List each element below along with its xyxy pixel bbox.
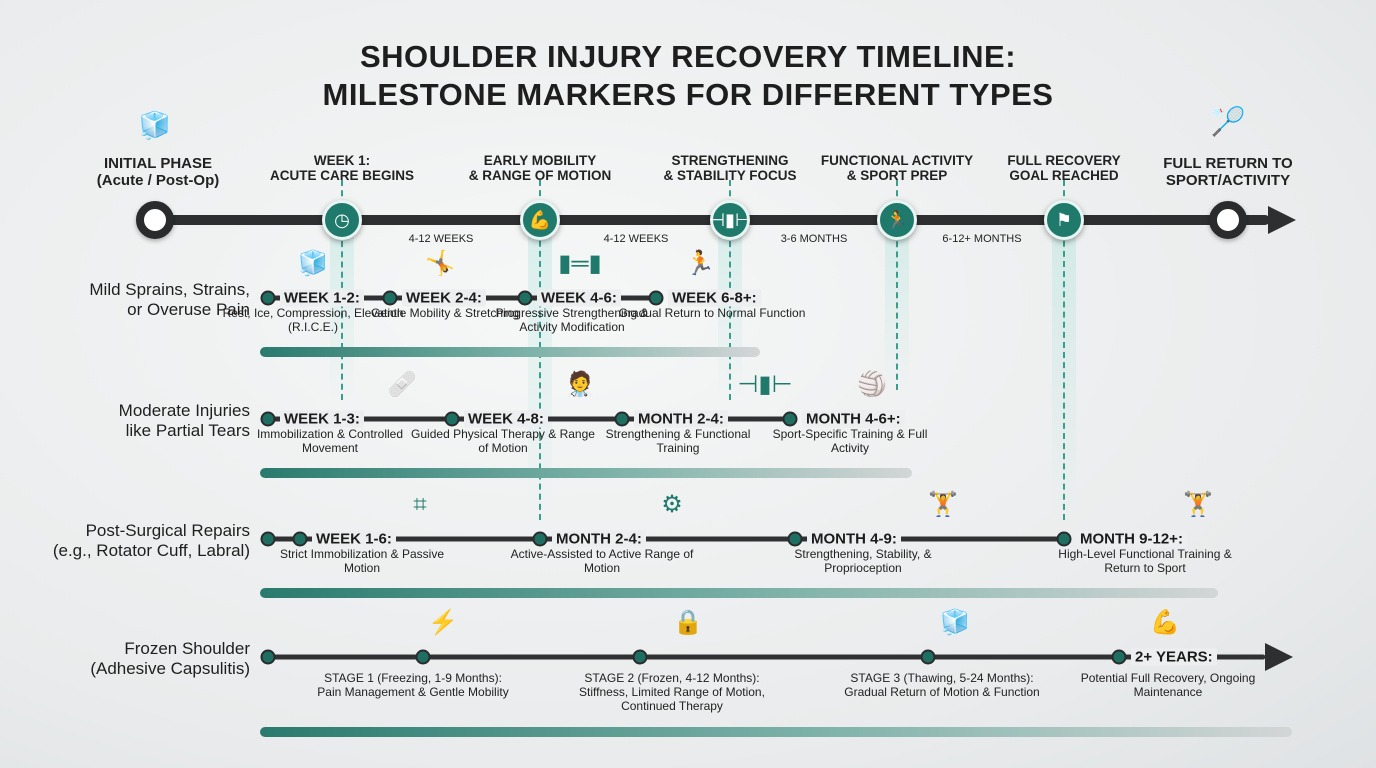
ice-pack-shoulder-icon: 🧊 (138, 110, 172, 140)
duration-label: 6-12+ MONTHS (942, 233, 1022, 245)
flexing-person-icon: 💪 (1150, 609, 1180, 636)
progress-bar (260, 347, 760, 357)
flag-icon: ⚑ (1044, 200, 1084, 240)
therapist-icon: 🧑‍⚕️ (565, 371, 595, 398)
resistance-band-icon: ▮═▮ (558, 250, 602, 277)
step-node (382, 290, 398, 306)
start-label: INITIAL PHASE (Acute / Post-Op) (96, 155, 220, 189)
step-description: Potential Full Recovery, Ongoing Mainten… (1080, 671, 1256, 699)
row-label: Post-Surgical Repairs (e.g., Rotator Cuff… (52, 521, 250, 560)
runner-icon: 🏃 (877, 200, 917, 240)
milestone-guide-line (1063, 180, 1065, 520)
step-heading: WEEK 1-3: (280, 410, 364, 428)
step-heading: WEEK 2-4: (402, 289, 486, 307)
melting-ice-icon: 🧊 (940, 609, 970, 636)
step-description: Strengthening, Stability, & Propriocepti… (794, 547, 932, 575)
step-heading: MONTH 2-4: (634, 410, 728, 428)
volleyball-player-icon: 🏐 (857, 371, 887, 398)
step-heading: MONTH 2-4: (552, 530, 646, 548)
step-description: Strengthening & Functional Training (605, 427, 751, 455)
row-line (268, 654, 1265, 660)
duration-label: 4-12 WEEKS (408, 233, 474, 245)
weightlifter-icon: 🏋 (1183, 491, 1213, 518)
hand-dumbbell-icon: 🏋 (928, 491, 958, 518)
step-heading: WEEK 1-2: (280, 289, 364, 307)
progress-bar (260, 468, 912, 478)
end-label: FULL RETURN TO SPORT/ACTIVITY (1163, 155, 1293, 189)
flexed-arm-icon: 💪 (520, 200, 560, 240)
row-start-node (260, 531, 276, 547)
row-arrow-icon (1265, 643, 1293, 671)
step-node (415, 649, 431, 665)
step-heading: MONTH 4-9: (807, 530, 901, 548)
step-description: Guided Physical Therapy & Range of Motio… (411, 427, 595, 455)
step-node (632, 649, 648, 665)
step-node (787, 531, 803, 547)
milestone-label: FULL RECOVERY GOAL REACHED (1007, 153, 1121, 183)
athlete-icon: 🏸 (1210, 106, 1246, 137)
step-description: Strict Immobilization & Passive Motion (279, 547, 445, 575)
step-description: Immobilization & Controlled Movement (256, 427, 404, 455)
step-node (920, 649, 936, 665)
step-heading: WEEK 4-8: (464, 410, 548, 428)
step-description: Progressive Strengthening & Activity Mod… (495, 306, 649, 334)
duration-label: 4-12 WEEKS (603, 233, 669, 245)
timeline-arrow-icon (1268, 206, 1296, 234)
milestone-label: FUNCTIONAL ACTIVITY & SPORT PREP (820, 153, 974, 183)
step-heading: MONTH 9-12+: (1076, 530, 1187, 548)
step-node (782, 411, 798, 427)
step-heading: WEEK 1-6: (312, 530, 396, 548)
dumbbell-icon: ⊣▮⊢ (709, 200, 751, 240)
dumbbell-icon: ⊣▮⊢ (737, 371, 793, 398)
clock-icon: ◷ (322, 200, 362, 240)
step-description: Rest, Ice, Compression, Elevation (R.I.C… (222, 306, 404, 334)
row-start-node (260, 411, 276, 427)
step-node (517, 290, 533, 306)
step-description: STAGE 1 (Freezing, 1-9 Months): Pain Man… (317, 671, 509, 699)
row-label: Mild Sprains, Strains, or Overuse Pain (89, 280, 250, 319)
row-start-node (260, 649, 276, 665)
row-label: Moderate Injuries like Partial Tears (118, 401, 250, 440)
duration-label: 3-6 MONTHS (780, 233, 848, 245)
stitches-icon: ⌗ (413, 491, 427, 518)
runner-icon: 🏃 (685, 250, 715, 277)
start-marker (136, 201, 174, 239)
step-description: Sport-Specific Training & Full Activity (772, 427, 928, 455)
sling-icon: 🩹 (387, 371, 417, 398)
step-node (614, 411, 630, 427)
row-line (268, 536, 1064, 542)
step-node (1056, 531, 1072, 547)
step-description: STAGE 2 (Frozen, 4-12 Months): Stiffness… (579, 671, 765, 713)
locked-shoulder-icon: 🔒 (673, 609, 703, 636)
step-description: STAGE 3 (Thawing, 5-24 Months): Gradual … (844, 671, 1040, 699)
milestone-label: EARLY MOBILITY & RANGE OF MOTION (468, 153, 612, 183)
end-marker (1209, 201, 1247, 239)
milestone-label: STRENGTHENING & STABILITY FOCUS (663, 153, 797, 183)
milestone-label: WEEK 1: ACUTE CARE BEGINS (269, 153, 414, 183)
step-heading: 2+ YEARS: (1131, 648, 1217, 666)
step-node (532, 531, 548, 547)
step-heading: WEEK 6-8+: (668, 289, 761, 307)
step-node (444, 411, 460, 427)
pulley-exercise-icon: ⚙ (661, 491, 683, 518)
ice-pack-icon: 🧊 (298, 250, 328, 277)
shoulder-pain-icon: ⚡ (428, 609, 458, 636)
step-description: Active-Assisted to Active Range of Motio… (510, 547, 694, 575)
step-description: High-Level Functional Training & Return … (1058, 547, 1232, 575)
step-node (1111, 649, 1127, 665)
step-heading: MONTH 4-6+: (802, 410, 905, 428)
step-description: Gentle Mobility & Stretching (370, 306, 520, 320)
step-node (292, 531, 308, 547)
step-description: Gradual Return to Normal Function (618, 306, 806, 320)
milestone-guide-line (896, 180, 898, 390)
progress-bar (260, 727, 1292, 737)
progress-bar (260, 588, 1218, 598)
step-heading: WEEK 4-6: (537, 289, 621, 307)
step-node (648, 290, 664, 306)
row-label: Frozen Shoulder (Adhesive Capsulitis) (90, 639, 250, 678)
stretching-icon: 🤸 (425, 250, 455, 277)
row-start-node (260, 290, 276, 306)
page-title: SHOULDER INJURY RECOVERY TIMELINE: MILES… (322, 39, 1054, 112)
